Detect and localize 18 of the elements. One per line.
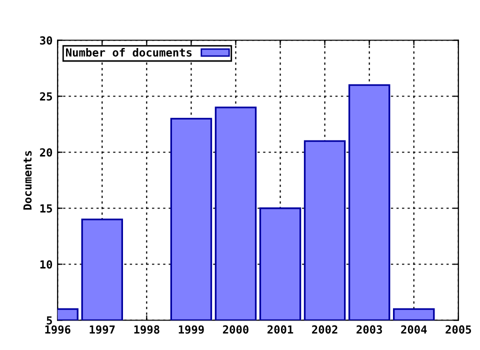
x-tick-label: 2001 bbox=[268, 325, 294, 334]
y-axis-title: Documents bbox=[23, 151, 32, 210]
x-tick-label: 1996 bbox=[45, 325, 70, 334]
y-tick-label: 5 bbox=[46, 316, 52, 325]
y-tick-label: 10 bbox=[40, 260, 52, 269]
x-tick-label: 2003 bbox=[356, 325, 382, 334]
y-tick-label: 25 bbox=[40, 92, 52, 101]
x-tick-label: 2000 bbox=[222, 325, 248, 334]
x-tick-label: 2005 bbox=[446, 325, 472, 334]
y-tick-label: 30 bbox=[40, 36, 52, 45]
x-tick-label: 2004 bbox=[401, 325, 427, 334]
y-tick-label: 20 bbox=[40, 148, 52, 157]
x-tick-label: 2002 bbox=[312, 325, 338, 334]
y-tick-label: 15 bbox=[40, 204, 52, 213]
x-tick-label: 1999 bbox=[178, 325, 204, 334]
legend-label: Number of documents bbox=[66, 48, 192, 57]
x-tick-label: 1998 bbox=[134, 325, 160, 334]
x-tick-label: 1997 bbox=[90, 325, 115, 334]
